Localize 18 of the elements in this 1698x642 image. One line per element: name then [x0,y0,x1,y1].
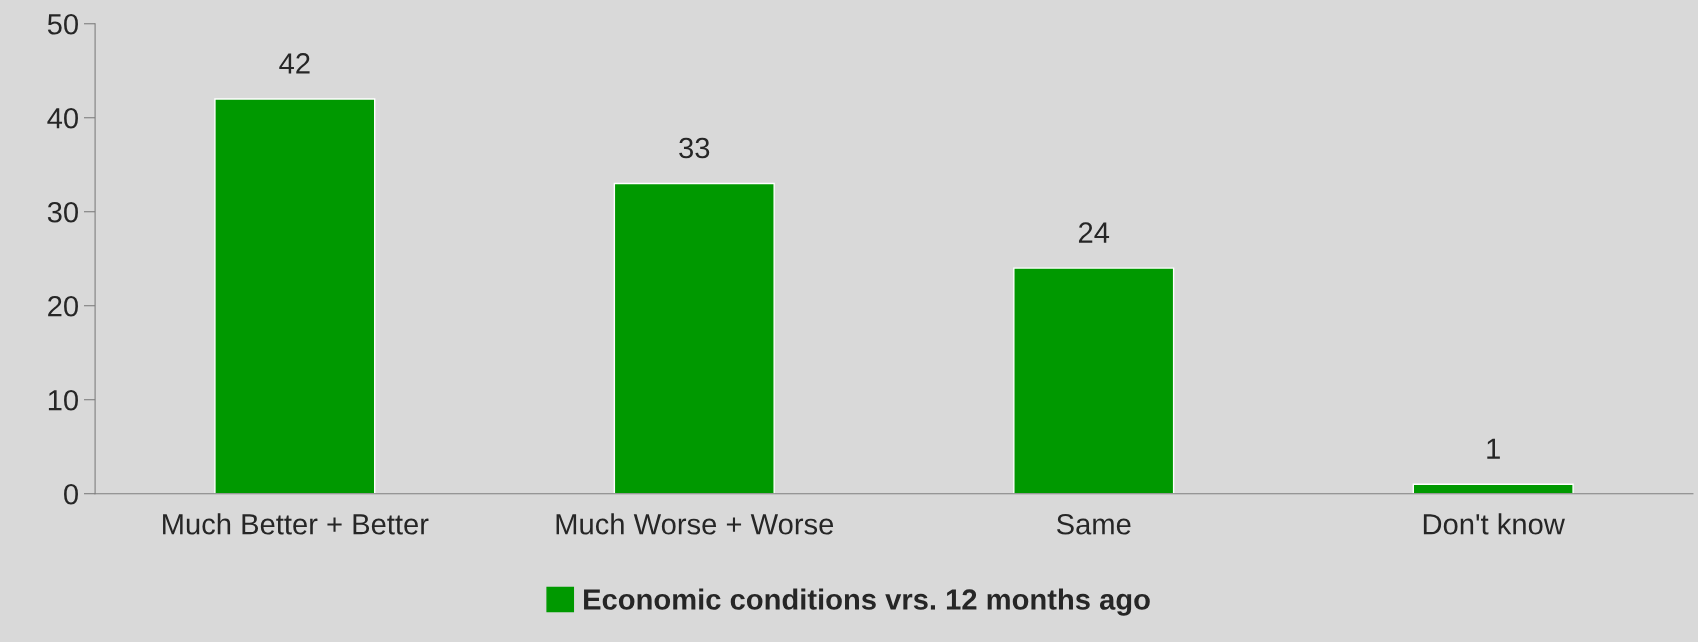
y-tick-label: 20 [48,295,78,317]
y-tick-label: 0 [64,483,78,505]
data-label: 33 [679,137,710,159]
y-tick-label: 10 [48,389,78,411]
x-tick-label: Same [1056,513,1131,535]
x-tick-label: Much Better + Better [163,513,429,535]
bar [1013,267,1175,494]
data-label: 42 [279,53,310,74]
data-label: 24 [1078,222,1110,243]
y-tick-label: 50 [47,13,78,35]
x-tick-label: Don't know [1423,513,1565,535]
data-label: 1 [1487,438,1500,459]
legend-label: Economic conditions vrs. 12 months ago [584,588,1150,616]
bar [613,182,775,494]
y-tick-label: 30 [47,201,78,223]
bar [214,98,376,494]
y-tick-label: 40 [47,107,78,129]
x-tick-label: Much Worse + Worse [556,513,834,535]
